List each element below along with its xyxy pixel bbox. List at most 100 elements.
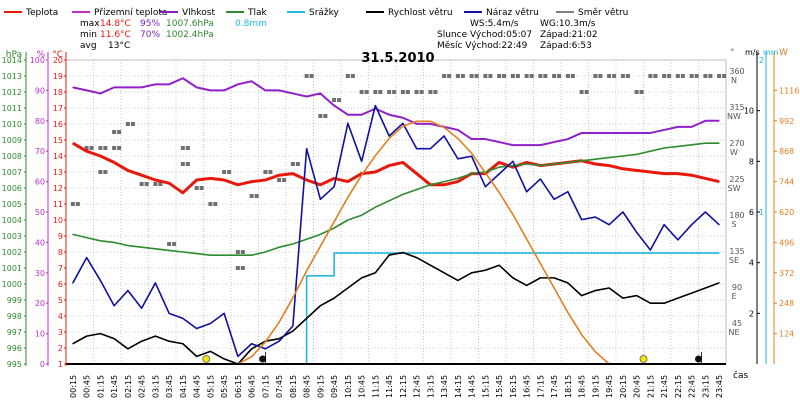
series-point [704,142,706,144]
series-point [526,284,528,287]
series-point [99,333,101,335]
axis-tick-label: 80 [35,117,45,126]
series-point [402,251,404,254]
series-point [608,132,610,134]
legend: Teplota Přízemní teplota Vlhkost Tlak Srážky… [4,8,628,18]
wind-direction-point [392,90,397,94]
series-point [278,321,280,323]
series-point [154,83,156,85]
series-point [347,114,349,116]
axis-tick-label: 998 [7,312,22,321]
series-point [306,317,308,319]
series-point [594,252,596,254]
legend-label: Směr větru [578,8,628,18]
axis-tick-label: 2 [749,309,754,318]
x-tick-label: 03:45 [165,375,174,398]
wind-direction-point [263,170,268,174]
wind-direction-point [552,74,557,78]
wind-direction-point [235,250,240,254]
series-point [443,252,445,254]
x-tick-label: 02:45 [138,375,147,398]
series-point [539,277,541,279]
legend-label: Rychlost větru [388,8,453,18]
series-point [622,211,624,213]
series-point [402,125,404,127]
series-point [182,317,184,319]
wind-direction-point [117,130,122,134]
wind-direction-point [387,90,392,94]
axis-tick-label: 10 [35,330,45,339]
stat-max-hum: 95% [140,19,160,29]
axis-tick-label: 1 [58,360,63,369]
series-point [512,166,514,168]
series-point [319,275,321,277]
wind-direction-point [405,90,410,94]
series-point [443,184,445,186]
series-point [306,270,308,272]
stat-moon: Měsíc Východ:22:49 [437,41,528,51]
series-point [292,173,294,175]
axis-tick-label: 11 [53,200,63,209]
x-tick-label: 04:15 [179,375,188,398]
x-tick-label: 11:45 [385,375,394,398]
moon-icon [259,355,267,363]
series-point [457,158,459,160]
series-point [663,302,665,304]
x-tick-label: 12:45 [413,375,422,398]
series-point [663,129,665,131]
wind-direction-point [350,74,355,78]
series-point [649,171,651,173]
series-point [581,132,583,134]
series-point [251,80,253,82]
x-tick-label: 22:45 [688,375,697,398]
wind-direction-point [213,202,218,206]
series-point [581,333,583,336]
wind-direction-point [290,162,295,166]
axis-unit-label: W [779,48,788,58]
x-tick-label: 14:15 [454,375,463,398]
series-point [168,83,170,85]
axis-tick-label: 1003 [2,232,22,241]
series-point [704,211,706,213]
wind-direction-point [98,146,103,150]
series-point [539,178,541,180]
series-point [264,179,266,181]
series-point [539,165,541,167]
series-point [512,213,514,216]
x-tick-label: 14:45 [468,375,477,398]
axis-tick-label: 20 [35,299,45,308]
series-point [526,161,528,163]
x-tick-label: 17:45 [550,375,559,398]
series-point [113,161,115,163]
series-point [209,254,211,256]
wind-direction-point [488,74,493,78]
series-point [457,181,459,183]
wind-direction-point [497,74,502,78]
series-point [333,252,335,254]
series-point [416,189,418,191]
series-point [718,120,720,122]
stat-wg: WG:10.3m/s [540,19,596,29]
axis-tick-label: 100 [30,56,45,65]
series-point [484,186,486,188]
series-point [223,254,225,256]
wind-direction-point [543,74,548,78]
series-point [402,161,404,163]
x-tick-label: 07:45 [275,375,284,398]
series-point [718,282,720,284]
series-point [526,238,528,240]
wind-direction-point [185,146,190,150]
series-point [306,179,308,181]
series-point [237,83,239,85]
series-point [649,302,651,304]
axis-tick-label: 13 [53,168,63,177]
series-point [319,305,321,307]
series-point [691,144,693,146]
series-point [649,249,651,251]
wind-direction-point [167,242,172,246]
series-point [457,129,459,131]
stat-max-temp: 14.8°C [100,19,131,29]
series-point [498,161,500,163]
axis-tick-label: 9 [58,232,63,241]
x-tick-label: 21:45 [660,375,669,398]
